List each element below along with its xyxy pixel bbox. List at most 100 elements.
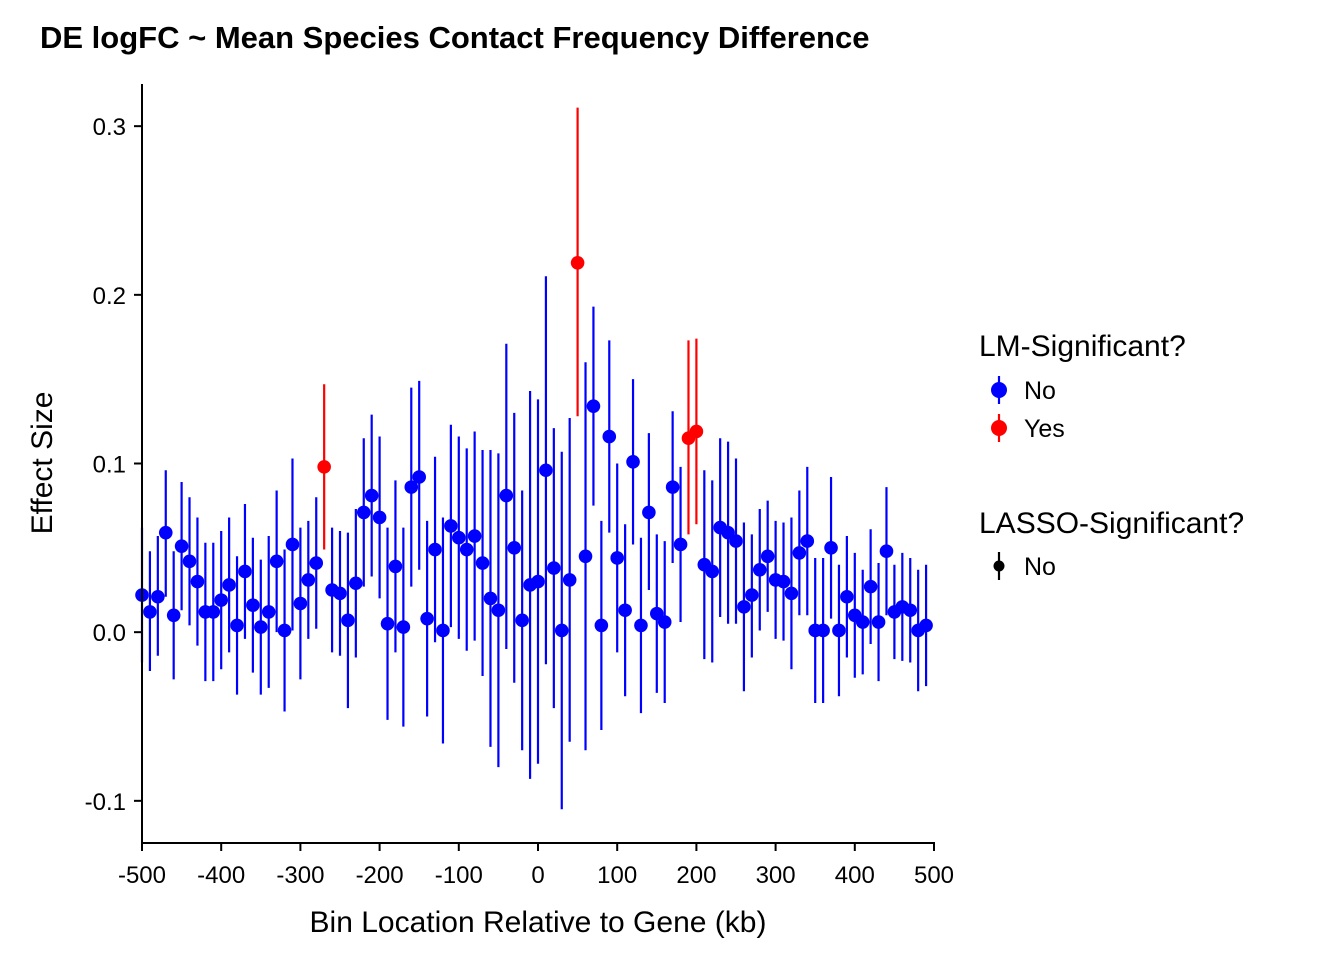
- legend-title: LASSO-Significant?: [979, 507, 1244, 540]
- data-point: [269, 554, 284, 569]
- data-point: [618, 603, 632, 618]
- data-point: [705, 564, 720, 579]
- data-point: [507, 541, 522, 555]
- x-tick-label: 100: [597, 862, 637, 889]
- y-tick-label: 0.1: [93, 452, 126, 479]
- data-point: [190, 574, 205, 589]
- legend-title: LM-Significant?: [979, 330, 1186, 363]
- legend-label: No: [1024, 553, 1056, 581]
- data-point: [143, 605, 157, 619]
- x-axis-title: Bin Location Relative to Gene (kb): [310, 906, 767, 939]
- data-point: [475, 556, 490, 570]
- data-point: [594, 618, 609, 633]
- data-point: [214, 593, 228, 607]
- data-point: [547, 561, 561, 575]
- data-point-significant: [570, 255, 585, 270]
- data-point: [752, 562, 767, 577]
- data-point: [673, 537, 688, 552]
- data-point-significant: [317, 460, 331, 474]
- data-point: [285, 537, 300, 552]
- x-tick-label: -500: [118, 862, 166, 889]
- data-point: [792, 546, 807, 560]
- data-point: [364, 488, 379, 503]
- data-point: [491, 603, 506, 618]
- y-axis-ticks: -0.1 0.0 0.1 0.2 0.3: [85, 114, 142, 816]
- data-point: [871, 615, 886, 629]
- data-point: [452, 530, 466, 545]
- data-point: [158, 525, 173, 540]
- data-point: [634, 618, 648, 633]
- data-point: [879, 544, 894, 559]
- data-point: [388, 559, 403, 574]
- data-point: [301, 573, 316, 587]
- data-point: [372, 510, 387, 525]
- data-point: [420, 611, 434, 626]
- data-point: [855, 615, 870, 629]
- data-point: [253, 620, 268, 634]
- data-point: [349, 576, 363, 591]
- data-point: [309, 556, 324, 570]
- legend-label: Yes: [1024, 415, 1065, 443]
- data-point: [531, 574, 545, 589]
- data-point: [444, 519, 458, 533]
- data-point: [832, 623, 846, 638]
- data-point: [277, 623, 292, 638]
- legend-label: No: [1024, 377, 1056, 405]
- data-point: [174, 539, 189, 553]
- legend-key-point: [993, 560, 1005, 572]
- data-point: [562, 573, 577, 587]
- legend: LM-Significant? No Yes LASSO-Significant? No: [979, 330, 1244, 581]
- data-point: [151, 589, 165, 604]
- data-point: [863, 579, 878, 594]
- y-tick-label: 0.3: [93, 114, 126, 141]
- x-tick-label: 500: [914, 862, 954, 889]
- y-tick-label: -0.1: [85, 789, 126, 816]
- data-point: [745, 588, 759, 602]
- data-point: [824, 541, 838, 555]
- data-point: [515, 613, 529, 628]
- data-point: [166, 608, 181, 623]
- data-point: [784, 586, 799, 601]
- data-point: [657, 615, 672, 629]
- data-point: [665, 480, 680, 494]
- data-point: [760, 549, 775, 564]
- data-point: [602, 429, 617, 444]
- data-point: [380, 616, 395, 631]
- data-point: [428, 542, 442, 557]
- data-point: [467, 529, 482, 543]
- data-point: [840, 589, 854, 604]
- data-point: [554, 623, 569, 638]
- data-point: [333, 586, 347, 601]
- data-point: [578, 549, 593, 564]
- y-tick-label: 0.0: [93, 620, 126, 647]
- data-point: [919, 618, 933, 633]
- legend-key-point: [991, 420, 1007, 436]
- x-tick-label: -400: [197, 862, 245, 889]
- x-tick-label: -200: [356, 862, 404, 889]
- x-tick-label: -300: [276, 862, 324, 889]
- data-point: [404, 480, 419, 494]
- data-point: [436, 623, 450, 638]
- data-point: [586, 399, 601, 413]
- x-axis-ticks: -500 -400 -300 -200 -100 0 100 200 300 400 500: [118, 843, 954, 889]
- data-point: [459, 542, 474, 557]
- data-point: [206, 605, 221, 619]
- data-point: [800, 534, 815, 548]
- legend-key-point: [991, 382, 1007, 398]
- data-point: [238, 564, 252, 579]
- data-point: [776, 574, 791, 589]
- data-point: [642, 505, 656, 520]
- x-tick-label: 300: [756, 862, 796, 889]
- data-point: [261, 605, 276, 619]
- data-point: [729, 534, 743, 548]
- data-point: [483, 591, 498, 606]
- x-tick-label: 400: [835, 862, 875, 889]
- data-point: [816, 623, 830, 638]
- data-point: [499, 488, 514, 503]
- y-axis-title: Effect Size: [26, 392, 59, 535]
- data-point-significant: [689, 424, 704, 439]
- data-point: [293, 596, 308, 611]
- data-point: [412, 470, 427, 484]
- x-tick-label: 200: [676, 862, 716, 889]
